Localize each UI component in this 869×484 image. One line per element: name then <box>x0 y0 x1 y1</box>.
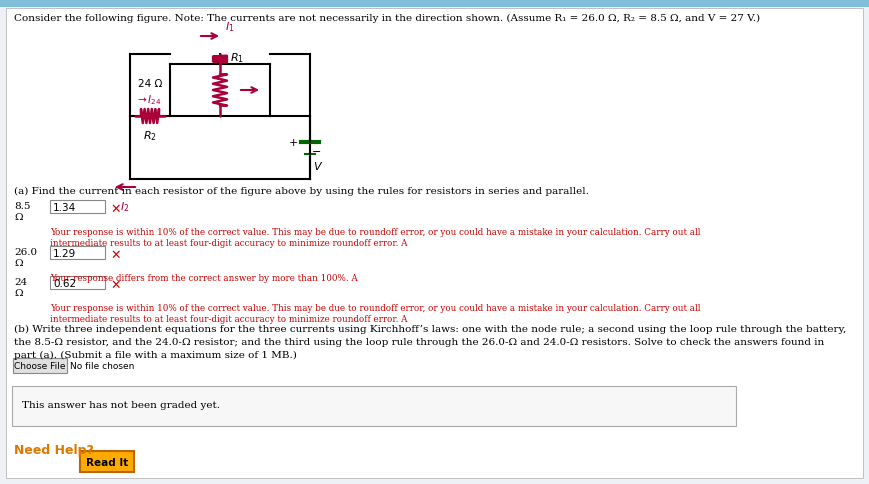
Text: Choose File: Choose File <box>14 361 66 370</box>
Text: $I_1$: $I_1$ <box>225 20 235 34</box>
Text: intermediate results to at least four-digit accuracy to minimize roundoff error.: intermediate results to at least four-di… <box>50 239 408 247</box>
Text: $R_2$: $R_2$ <box>143 129 157 142</box>
Text: 0.62: 0.62 <box>53 278 76 288</box>
Bar <box>50 276 105 289</box>
Text: (a) Find the current in each resistor of the figure above by using the rules for: (a) Find the current in each resistor of… <box>14 187 589 196</box>
Text: 8.5: 8.5 <box>14 201 30 211</box>
Text: +: + <box>289 138 298 148</box>
Text: No file chosen: No file chosen <box>70 361 135 370</box>
Text: $\rightarrow I_{24}$: $\rightarrow I_{24}$ <box>136 93 162 106</box>
Text: ✕: ✕ <box>110 203 121 215</box>
Text: Your response is within 10% of the correct value. This may be due to roundoff er: Your response is within 10% of the corre… <box>50 303 700 312</box>
Text: This answer has not been graded yet.: This answer has not been graded yet. <box>22 400 220 409</box>
Text: Need Help?: Need Help? <box>14 443 94 456</box>
Text: Ω: Ω <box>14 212 23 222</box>
Text: ✕: ✕ <box>110 248 121 261</box>
Text: (b) Write three independent equations for the three currents using Kirchhoff’s l: (b) Write three independent equations fo… <box>14 324 846 333</box>
Text: ✕: ✕ <box>110 278 121 291</box>
Text: $R_1$: $R_1$ <box>230 51 244 65</box>
Text: V: V <box>313 162 321 172</box>
Text: the 8.5-Ω resistor, and the 24.0-Ω resistor; and the third using the loop rule t: the 8.5-Ω resistor, and the 24.0-Ω resis… <box>14 337 825 346</box>
Bar <box>0 0 869 8</box>
FancyBboxPatch shape <box>13 358 67 373</box>
Text: Your response differs from the correct answer by more than 100%. A: Your response differs from the correct a… <box>50 273 358 283</box>
Text: Read It: Read It <box>86 457 128 467</box>
Text: 24 Ω: 24 Ω <box>137 79 162 89</box>
Bar <box>50 246 105 259</box>
Text: $I_2$: $I_2$ <box>120 199 129 213</box>
Text: 24: 24 <box>14 277 27 287</box>
FancyBboxPatch shape <box>12 386 736 426</box>
Text: 1.29: 1.29 <box>53 248 76 258</box>
Text: 1.34: 1.34 <box>53 203 76 212</box>
Text: −: − <box>312 147 322 157</box>
Text: Ω: Ω <box>14 288 23 297</box>
Bar <box>50 200 105 213</box>
Text: Consider the following figure. Note: The currents are not necessarily in the dir: Consider the following figure. Note: The… <box>14 14 760 23</box>
Text: 26.0: 26.0 <box>14 247 37 257</box>
Text: Ω: Ω <box>14 258 23 268</box>
Text: Your response is within 10% of the correct value. This may be due to roundoff er: Your response is within 10% of the corre… <box>50 227 700 237</box>
Text: part (a). (Submit a file with a maximum size of 1 MB.): part (a). (Submit a file with a maximum … <box>14 350 297 360</box>
FancyBboxPatch shape <box>80 451 134 472</box>
Text: intermediate results to at least four-digit accuracy to minimize roundoff error.: intermediate results to at least four-di… <box>50 314 408 323</box>
